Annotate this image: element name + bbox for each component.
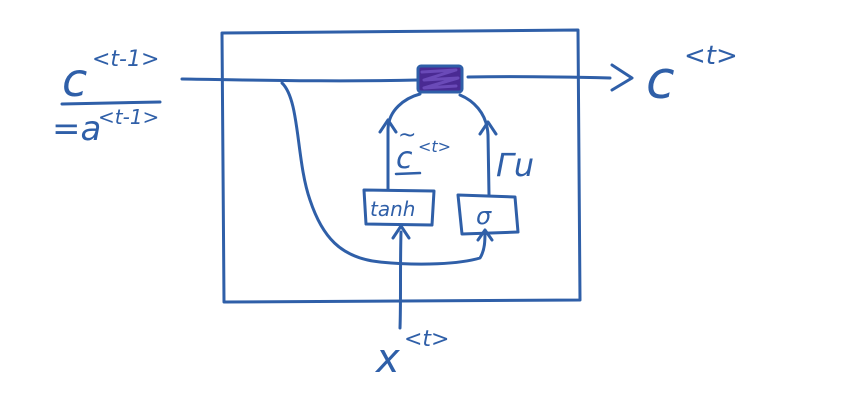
label-c-out: c xyxy=(646,51,675,111)
memory-input-line xyxy=(180,77,420,83)
label-a-prev-super: <t-1> xyxy=(98,105,159,129)
label-c-tilde-underline xyxy=(394,171,422,176)
label-tanh: tanh xyxy=(370,197,415,221)
label-x-super: <t> xyxy=(404,327,450,352)
label-x: x xyxy=(374,336,400,382)
label-a-prev: =a xyxy=(52,109,101,149)
sigma-output-arrowhead xyxy=(478,120,498,136)
tanh-box xyxy=(362,188,436,227)
sigma-box xyxy=(456,193,520,236)
tanh-output-line xyxy=(386,92,422,192)
label-c-tilde-super: <t> xyxy=(418,137,451,156)
label-c-tilde: c xyxy=(396,141,413,176)
label-c-tilde-tilde: ~ xyxy=(398,123,416,148)
sigma-output-line xyxy=(458,93,491,197)
memory-output-line xyxy=(466,75,612,80)
sigma-input-arrowhead xyxy=(476,228,494,242)
x-input-line xyxy=(398,230,403,330)
memory-branch-curve xyxy=(280,81,487,266)
cell-box xyxy=(220,28,582,304)
memory-output-arrowhead xyxy=(610,63,634,92)
label-c-prev-super: <t-1> xyxy=(92,47,159,72)
update-gate-scribble xyxy=(420,68,460,90)
label-c-prev: c xyxy=(62,53,87,107)
label-c-prev-underline xyxy=(60,100,162,106)
label-sigma: σ xyxy=(476,202,492,230)
label-gamma-u: Γu xyxy=(496,146,534,184)
label-c-out-super: <t> xyxy=(684,41,738,71)
tanh-output-arrowhead xyxy=(378,118,398,134)
